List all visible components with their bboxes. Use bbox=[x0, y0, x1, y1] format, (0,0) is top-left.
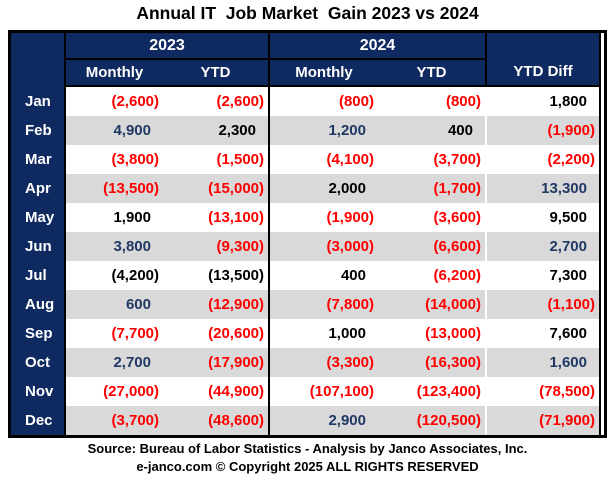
table-cell: 600 bbox=[66, 290, 163, 319]
table-cell: (4,200) bbox=[66, 261, 163, 290]
table-cell: 9,500 bbox=[487, 203, 601, 232]
table-cell: 1,900 bbox=[66, 203, 163, 232]
table-cell: (48,600) bbox=[163, 406, 270, 435]
table-cell: (800) bbox=[378, 87, 487, 116]
table-cell: (2,200) bbox=[487, 145, 601, 174]
table-cell: 2,900 bbox=[270, 406, 378, 435]
monthly-2023-column-header: Monthly bbox=[66, 60, 163, 87]
ytd-diff-column-header: YTD Diff bbox=[487, 33, 601, 87]
table-cell: (3,000) bbox=[270, 232, 378, 261]
month-label: Feb bbox=[11, 116, 66, 145]
table-cell: (16,300) bbox=[378, 348, 487, 377]
table-cell: 2,700 bbox=[66, 348, 163, 377]
ytd-2023-column-header: YTD bbox=[163, 60, 270, 87]
table-cell: (3,700) bbox=[66, 406, 163, 435]
table-cell: (13,100) bbox=[163, 203, 270, 232]
table-cell: (1,900) bbox=[270, 203, 378, 232]
table-cell: (800) bbox=[270, 87, 378, 116]
month-label: Apr bbox=[11, 174, 66, 203]
table-cell: (27,000) bbox=[66, 377, 163, 406]
page-title: Annual IT Job Market Gain 2023 vs 2024 bbox=[136, 3, 479, 23]
table-cell: (15,000) bbox=[163, 174, 270, 203]
month-label: Dec bbox=[11, 406, 66, 435]
table-cell: (3,800) bbox=[66, 145, 163, 174]
table-cell: (123,400) bbox=[378, 377, 487, 406]
table-cell: 1,200 bbox=[270, 116, 378, 145]
job-market-table: 2023 2024 YTD Diff Monthly YTD Monthly Y… bbox=[8, 30, 607, 438]
table-cell: (13,500) bbox=[163, 261, 270, 290]
table-cell: (6,200) bbox=[378, 261, 487, 290]
table-cell: (13,500) bbox=[66, 174, 163, 203]
table-cell: 2,300 bbox=[163, 116, 270, 145]
table-cell: (13,000) bbox=[378, 319, 487, 348]
table-cell: (44,900) bbox=[163, 377, 270, 406]
table-cell: 7,300 bbox=[487, 261, 601, 290]
month-label: Jun bbox=[11, 232, 66, 261]
table-cell: (14,000) bbox=[378, 290, 487, 319]
table-cell: (20,600) bbox=[163, 319, 270, 348]
month-label: Oct bbox=[11, 348, 66, 377]
table-cell: 1,800 bbox=[487, 87, 601, 116]
month-label: Nov bbox=[11, 377, 66, 406]
table-cell: 7,600 bbox=[487, 319, 601, 348]
table-cell: (4,100) bbox=[270, 145, 378, 174]
copyright-notice: e-janco.com © Copyright 2025 ALL RIGHTS … bbox=[136, 459, 479, 474]
month-label: May bbox=[11, 203, 66, 232]
table-cell: (3,700) bbox=[378, 145, 487, 174]
table-cell: (1,700) bbox=[378, 174, 487, 203]
table-cell: 4,900 bbox=[66, 116, 163, 145]
table-cell: (1,900) bbox=[487, 116, 601, 145]
ytd-2024-column-header: YTD bbox=[378, 60, 487, 87]
table-cell: (1,100) bbox=[487, 290, 601, 319]
table-cell: (107,100) bbox=[270, 377, 378, 406]
table-cell: 3,800 bbox=[66, 232, 163, 261]
table-cell: (120,500) bbox=[378, 406, 487, 435]
table-cell: (9,300) bbox=[163, 232, 270, 261]
table-cell: (12,900) bbox=[163, 290, 270, 319]
table-cell: (1,500) bbox=[163, 145, 270, 174]
table-cell: (6,600) bbox=[378, 232, 487, 261]
month-label: Mar bbox=[11, 145, 66, 174]
monthly-2024-column-header: Monthly bbox=[270, 60, 378, 87]
table-cell: (7,700) bbox=[66, 319, 163, 348]
source-attribution: Source: Bureau of Labor Statistics - Ana… bbox=[87, 441, 528, 456]
month-label: Aug bbox=[11, 290, 66, 319]
table-cell: 2,700 bbox=[487, 232, 601, 261]
table-cell: 13,300 bbox=[487, 174, 601, 203]
table-cell: 1,000 bbox=[270, 319, 378, 348]
year-2024-group-header: 2024 bbox=[270, 33, 487, 60]
month-label: Jan bbox=[11, 87, 66, 116]
month-label: Sep bbox=[11, 319, 66, 348]
month-column-header-blank bbox=[11, 33, 66, 87]
table-cell: 1,600 bbox=[487, 348, 601, 377]
table-cell: (3,600) bbox=[378, 203, 487, 232]
table-cell: 400 bbox=[270, 261, 378, 290]
table-cell: (2,600) bbox=[66, 87, 163, 116]
month-label: Jul bbox=[11, 261, 66, 290]
table-cell: (7,800) bbox=[270, 290, 378, 319]
table-cell: (78,500) bbox=[487, 377, 601, 406]
table-cell: (71,900) bbox=[487, 406, 601, 435]
year-2023-group-header: 2023 bbox=[66, 33, 270, 60]
table-cell: (2,600) bbox=[163, 87, 270, 116]
table-cell: (17,900) bbox=[163, 348, 270, 377]
table-cell: 400 bbox=[378, 116, 487, 145]
table-cell: (3,300) bbox=[270, 348, 378, 377]
table-cell: 2,000 bbox=[270, 174, 378, 203]
